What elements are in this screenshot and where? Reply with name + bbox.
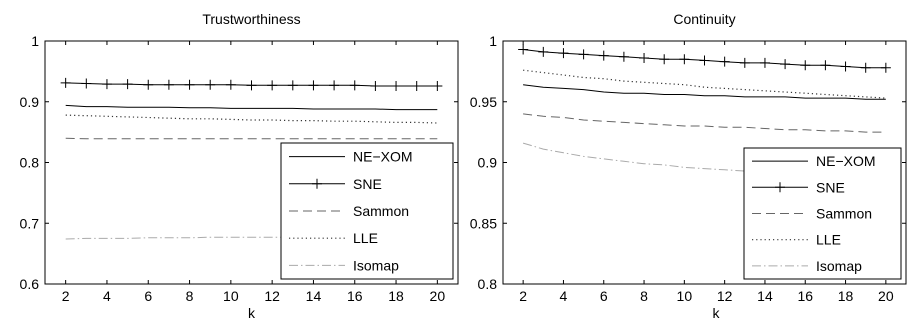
data-point-marker — [122, 79, 133, 90]
series-line-dotted — [65, 114, 438, 124]
legend-label: Sammon — [353, 203, 409, 219]
legend-label: LLE — [353, 230, 378, 246]
legend-marker — [775, 182, 785, 193]
data-point-marker — [578, 49, 589, 60]
continuity-panel: Continuity k 2 4 6 8 10 12 14 16 18 20 0.8 0.85 0.9 0… — [470, 11, 907, 321]
x-tick-label: 4 — [103, 288, 111, 304]
x-axis-label: k — [713, 305, 721, 321]
legend-marker — [312, 178, 322, 189]
chart-title: Continuity — [673, 11, 735, 27]
data-point-marker — [432, 80, 443, 91]
y-tick-label: 0.9 — [478, 155, 498, 171]
data-point-marker — [411, 80, 422, 91]
x-tick-label: 6 — [144, 288, 152, 304]
x-tick-label: 16 — [347, 288, 363, 304]
data-point-marker — [759, 57, 770, 68]
data-point-marker — [349, 80, 360, 91]
x-tick-label: 20 — [430, 288, 446, 304]
x-tick-label: 14 — [306, 288, 322, 304]
data-point-marker — [780, 59, 791, 70]
data-point-marker — [225, 79, 236, 90]
data-point-marker — [840, 61, 851, 72]
legend-label: SNE — [816, 179, 845, 195]
series-line-dotted — [523, 69, 886, 99]
series-line-solid — [65, 104, 438, 111]
data-point-marker — [163, 79, 174, 90]
data-point-marker — [820, 60, 831, 71]
data-point-marker — [205, 79, 216, 90]
legend-label: Sammon — [816, 206, 872, 222]
x-tick-label: 12 — [717, 288, 733, 304]
legend-label: Isomap — [816, 258, 862, 274]
legend-label: NE−XOM — [353, 149, 413, 165]
axis-ticks: 2 4 6 8 10 12 14 16 18 20 0.6 0.7 0.8 0.9 1 — [20, 33, 458, 304]
data-point-marker — [659, 54, 670, 65]
data-point-marker — [618, 51, 629, 62]
y-tick-label: 1 — [489, 33, 497, 49]
axis-ticks: 2 4 6 8 10 12 14 16 18 20 0.8 0.85 0.9 0.95 1 — [470, 33, 906, 304]
x-tick-label: 16 — [797, 288, 813, 304]
data-point-marker — [679, 54, 690, 65]
data-point-marker — [880, 62, 891, 73]
data-point-marker — [558, 48, 569, 59]
x-tick-label: 4 — [560, 288, 568, 304]
trustworthiness-panel: Trustworthiness k 2 4 6 8 10 12 14 16 18 20 0.6 0.7… — [20, 11, 459, 321]
y-tick-label: 0.6 — [20, 276, 40, 292]
legend-label: NE−XOM — [816, 153, 876, 169]
data-point-marker — [267, 80, 278, 91]
data-point-marker — [538, 46, 549, 57]
x-tick-label: 18 — [838, 288, 854, 304]
y-tick-label: 1 — [31, 33, 39, 49]
y-tick-label: 0.8 — [478, 276, 498, 292]
x-tick-label: 2 — [62, 288, 70, 304]
data-point-marker — [101, 79, 112, 90]
data-point-marker — [739, 57, 750, 68]
data-point-marker — [246, 80, 257, 91]
data-point-marker — [329, 80, 340, 91]
x-tick-label: 20 — [878, 288, 894, 304]
y-tick-label: 0.9 — [20, 94, 40, 110]
data-point-marker — [370, 80, 381, 91]
series-line-dashed — [65, 137, 438, 140]
data-point-marker — [699, 55, 710, 66]
legend-label: LLE — [816, 232, 841, 248]
x-tick-label: 8 — [640, 288, 648, 304]
data-point-marker — [391, 80, 402, 91]
legend: NE−XOM SNE Sammon LLE Isomap — [743, 147, 902, 280]
x-tick-label: 10 — [677, 288, 693, 304]
data-point-marker — [143, 79, 154, 90]
data-point-marker — [518, 44, 529, 55]
y-tick-label: 0.7 — [20, 215, 40, 231]
y-tick-label: 0.8 — [20, 155, 40, 171]
x-tick-label: 6 — [600, 288, 608, 304]
chart-title: Trustworthiness — [202, 11, 300, 27]
x-tick-label: 10 — [223, 288, 239, 304]
x-tick-label: 18 — [388, 288, 404, 304]
data-point-marker — [81, 78, 92, 89]
data-point-marker — [800, 60, 811, 71]
x-tick-label: 12 — [264, 288, 280, 304]
x-tick-label: 2 — [519, 288, 527, 304]
data-point-marker — [308, 80, 319, 91]
x-tick-label: 14 — [757, 288, 773, 304]
data-point-marker — [639, 53, 650, 64]
legend-label: Isomap — [353, 257, 399, 273]
series-line-dashed — [523, 113, 886, 133]
legend-label: SNE — [353, 176, 382, 192]
x-axis-label: k — [248, 305, 256, 321]
y-tick-label: 0.85 — [470, 215, 497, 231]
data-point-marker — [860, 62, 871, 73]
y-tick-label: 0.95 — [470, 94, 497, 110]
legend: NE−XOM SNE Sammon LLE Isomap — [280, 142, 454, 280]
x-tick-label: 8 — [186, 288, 194, 304]
data-point-marker — [719, 56, 730, 67]
data-point-marker — [60, 77, 71, 88]
data-point-marker — [598, 50, 609, 61]
data-point-marker — [287, 80, 298, 91]
series-line-solid — [523, 84, 886, 100]
data-point-marker — [184, 79, 195, 90]
